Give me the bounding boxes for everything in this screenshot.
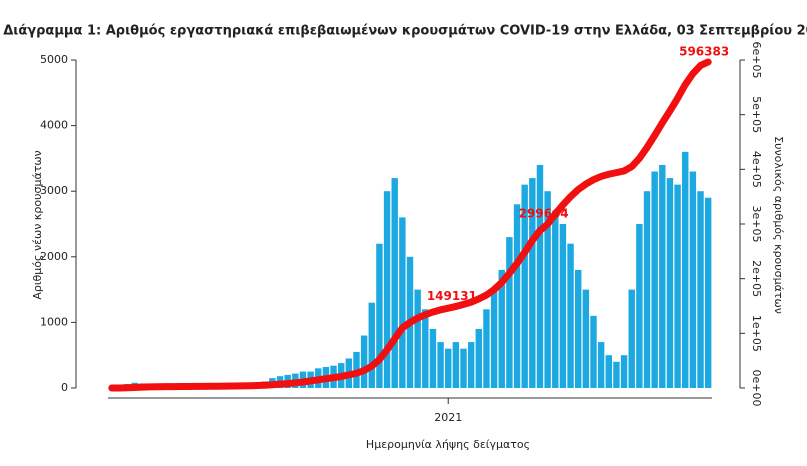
bar [376,243,383,388]
bar [498,269,505,388]
y-tick-label: 1000 [40,315,68,328]
bar [475,328,483,388]
bar [574,269,582,388]
bar [429,328,437,388]
y2-tick-label: 3e+05 [750,206,763,243]
y2-axis-label: Συνολικός αριθμός κρουσμάτων [772,136,785,314]
y-tick-label: 3000 [40,184,68,197]
y2-tick-label: 4e+05 [750,151,763,188]
bar [582,289,590,388]
value-label: 596383 [679,44,729,58]
bar [529,178,536,388]
bar [445,348,452,388]
bar [513,204,521,388]
y-tick-label: 4000 [40,119,68,132]
chart-title: Διάγραμμα 1: Αριθμός εργαστηριακά επιβεβ… [3,24,807,39]
bar [521,184,528,388]
bar [659,164,666,388]
y2-tick-label: 6e+05 [750,42,763,79]
bar [536,164,544,388]
y-axis-label: Αριθμός νέων κρουσμάτων [31,150,44,299]
bar [605,355,612,388]
value-label: 149131 [427,289,477,303]
bar [506,237,513,388]
y2-tick-label: 2e+05 [750,260,763,297]
cumulative-line [108,58,712,392]
bar [383,191,391,388]
bar [567,243,574,388]
value-label: 299664 [519,207,569,221]
bar [620,355,628,388]
bar [636,224,643,388]
bar [360,335,368,388]
bar [666,178,674,388]
bar [674,184,681,388]
bar [613,361,620,388]
y-tick-label: 5000 [40,53,68,66]
bar [651,171,658,388]
bar [590,315,597,388]
y2-tick-label: 1e+05 [750,315,763,352]
bar [597,342,605,388]
bar [689,171,697,388]
bar [682,151,689,388]
x-axis-label: Ημερομηνία λήψης δείγματος [366,438,530,451]
bar [552,210,559,388]
y2-tick-label: 0e+00 [750,370,763,407]
bar [452,342,460,388]
bar [414,289,421,388]
bar [559,224,567,388]
bar [490,289,498,388]
bar [399,217,406,388]
bar [643,191,651,388]
y-tick-label: 0 [61,381,68,394]
bar [460,348,467,388]
bar [697,191,704,388]
bar [391,178,398,388]
bar [467,342,475,388]
bar [422,309,429,388]
x-tick-label: 2021 [434,411,462,424]
bar [368,302,375,388]
y-tick-label: 2000 [40,250,68,263]
bar [628,289,635,388]
bar [704,197,712,388]
bar [437,342,444,388]
bar [544,191,551,388]
y2-tick-label: 5e+05 [750,96,763,133]
bar [483,309,490,388]
